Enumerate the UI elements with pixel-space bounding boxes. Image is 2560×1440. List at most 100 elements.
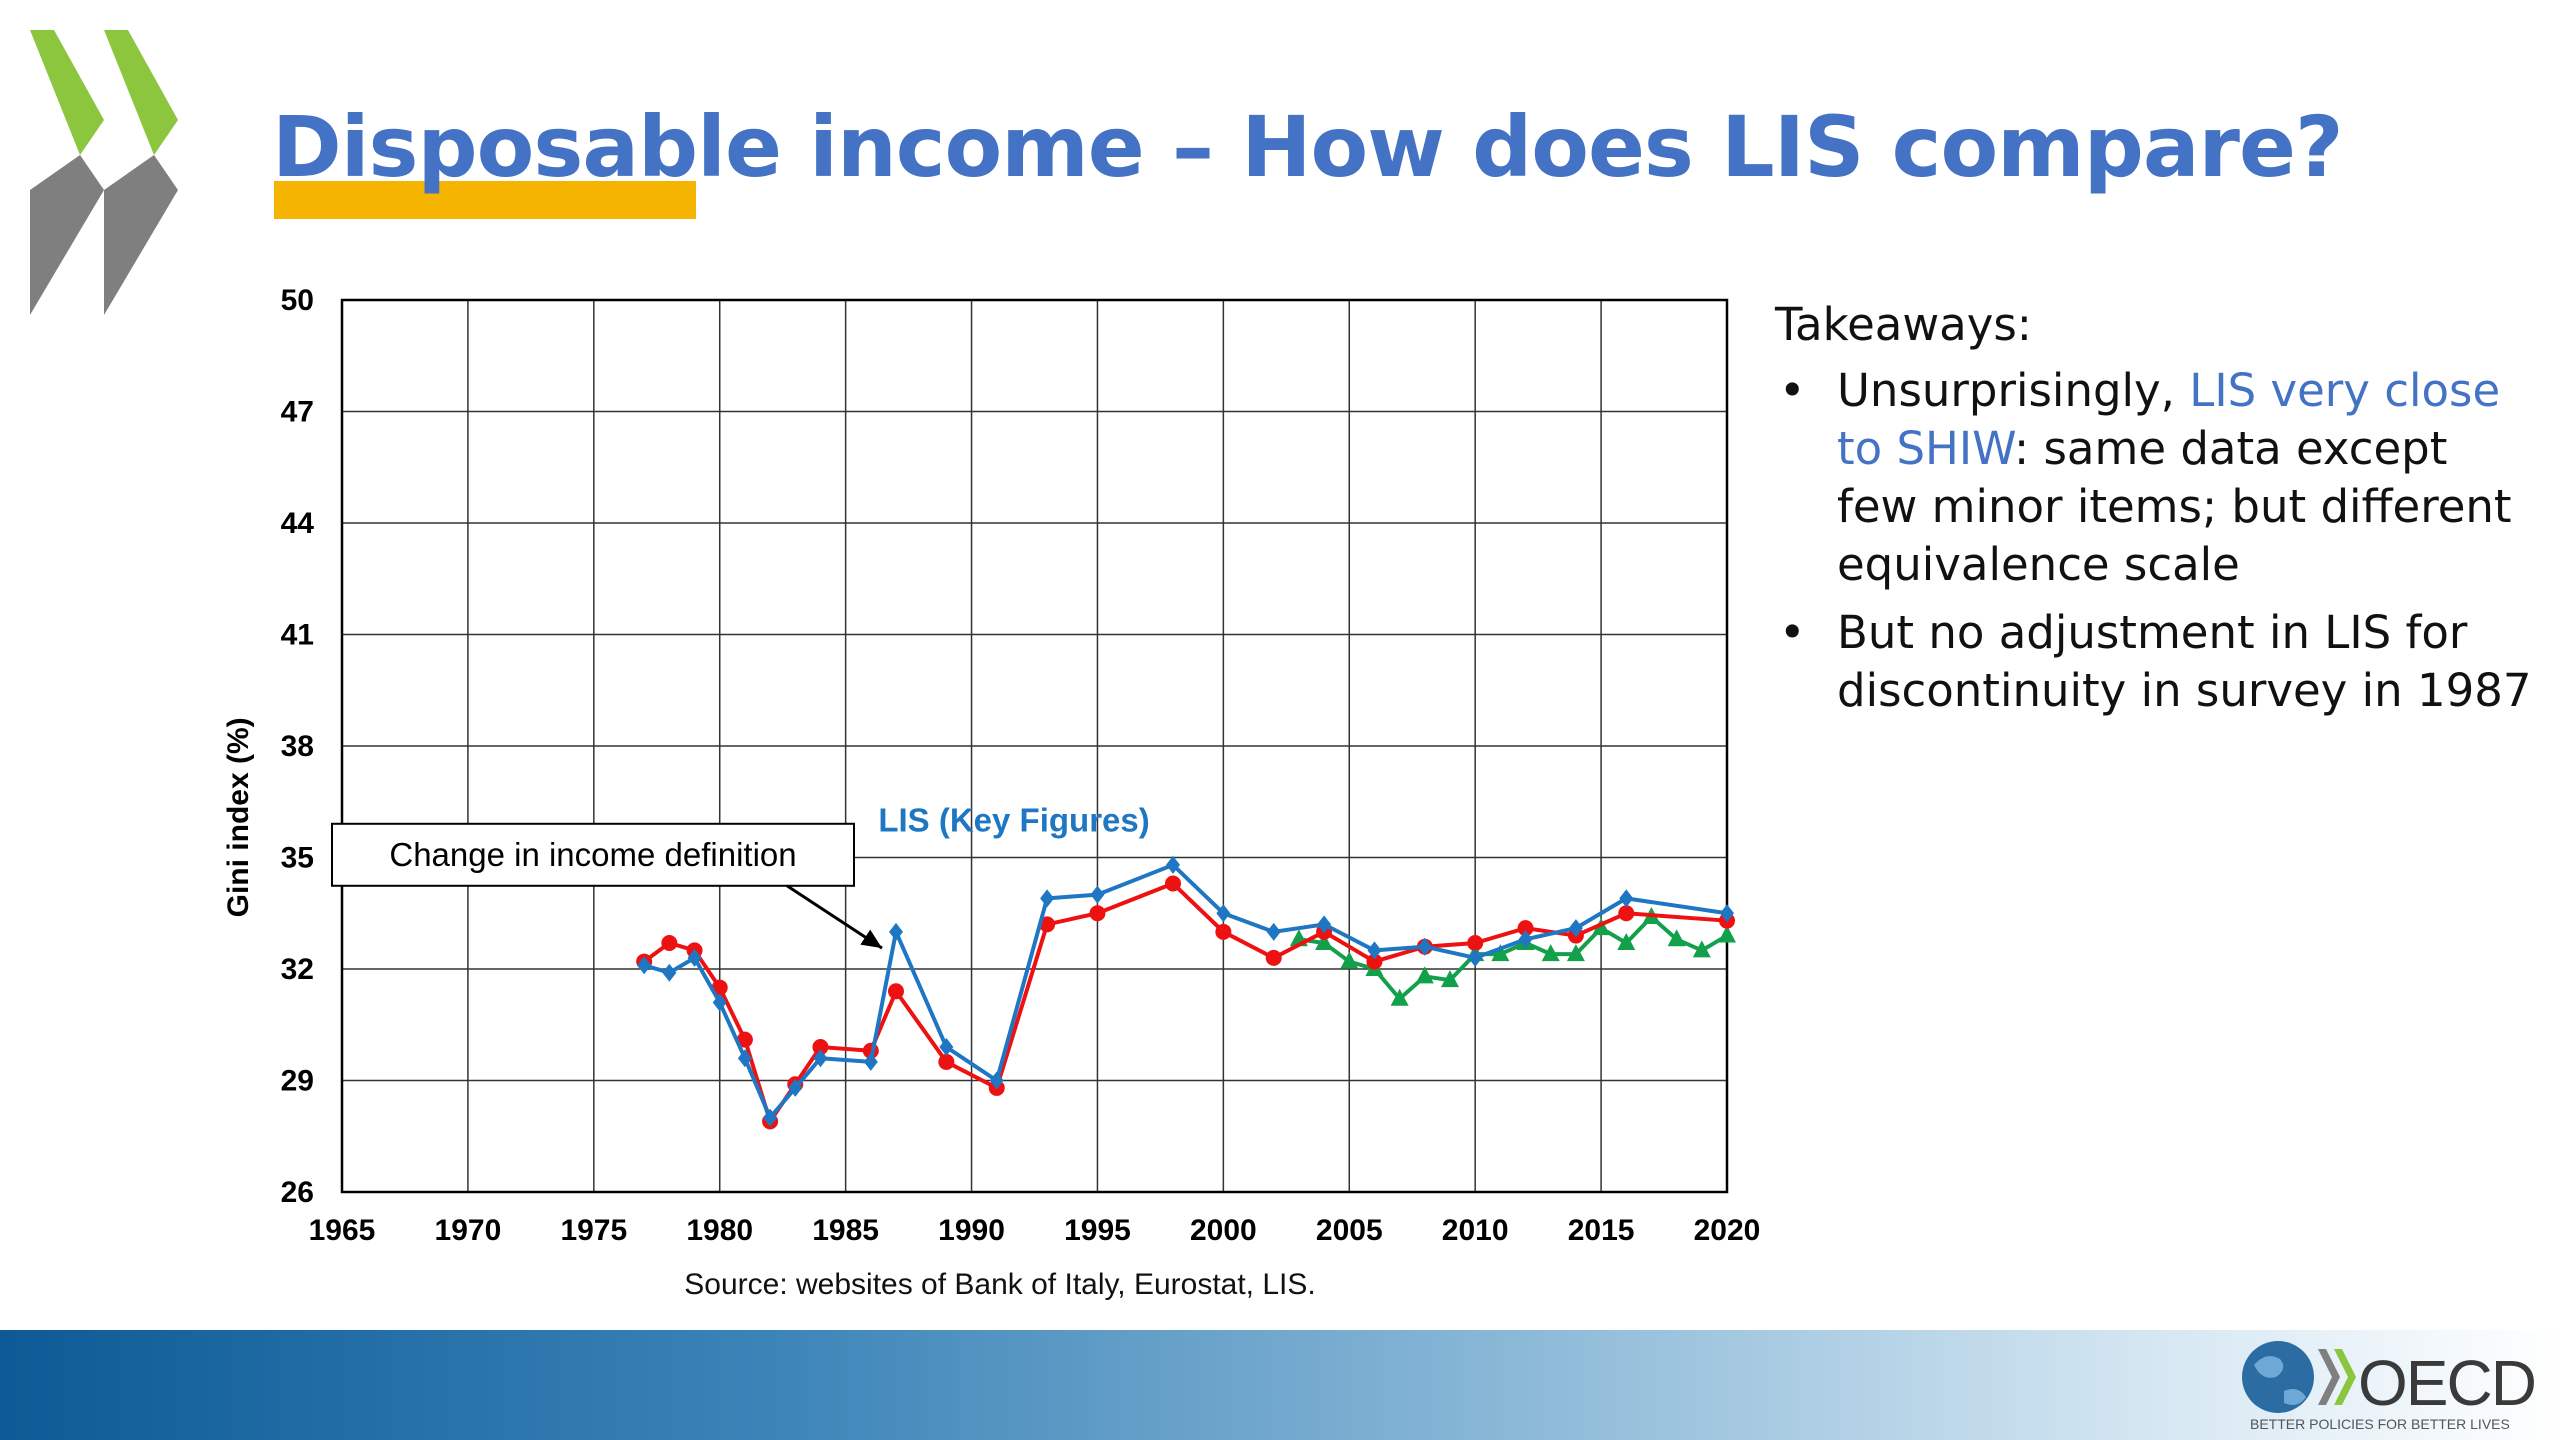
data-point-lis bbox=[1090, 885, 1105, 904]
data-point-red bbox=[1265, 949, 1282, 966]
data-point-lis bbox=[1266, 922, 1281, 941]
annotation-box bbox=[331, 822, 855, 887]
data-point-lis bbox=[687, 948, 702, 967]
x-tick-label: 1965 bbox=[309, 1214, 376, 1247]
data-point-lis bbox=[863, 1052, 878, 1071]
data-point-red bbox=[1618, 905, 1635, 922]
footer-band bbox=[0, 1330, 2560, 1440]
takeaways-heading: Takeaways: bbox=[1775, 298, 2032, 351]
data-point-green bbox=[1441, 970, 1459, 988]
y-tick-label: 29 bbox=[281, 1065, 314, 1098]
x-tick-label: 1970 bbox=[435, 1214, 502, 1247]
data-point-lis bbox=[712, 993, 727, 1012]
data-point-green bbox=[1667, 929, 1686, 947]
data-point-red bbox=[1039, 916, 1056, 933]
data-point-lis bbox=[1720, 904, 1734, 923]
title-wrap: Disposable income – How does LIS compare… bbox=[272, 98, 2344, 235]
oecd-logo: OECD BETTER POLICIES FOR BETTER LIVES bbox=[2242, 1341, 2537, 1432]
chevron-logo-icon bbox=[30, 30, 178, 315]
globe-icon bbox=[2242, 1341, 2314, 1413]
y-tick-label: 44 bbox=[281, 507, 315, 540]
data-point-red bbox=[812, 1039, 829, 1056]
data-point-green bbox=[1592, 918, 1611, 936]
y-tick-label: 26 bbox=[281, 1176, 314, 1209]
source-note: Source: websites of Bank of Italy, Euros… bbox=[684, 1268, 1316, 1301]
y-axis-label: Gini index (%) bbox=[222, 717, 255, 917]
data-point-lis bbox=[813, 1049, 828, 1068]
y-tick-label: 50 bbox=[281, 284, 314, 317]
data-point-red bbox=[1467, 934, 1484, 951]
x-tick-label: 2010 bbox=[1442, 1214, 1509, 1247]
y-tick-label: 41 bbox=[281, 619, 314, 652]
data-point-green bbox=[1390, 988, 1409, 1006]
data-point-red bbox=[736, 1031, 753, 1048]
data-point-lis bbox=[788, 1078, 803, 1097]
data-point-red bbox=[1089, 905, 1106, 922]
data-point-green bbox=[1617, 932, 1636, 950]
data-point-lis bbox=[1216, 904, 1231, 923]
data-point-lis bbox=[1166, 855, 1180, 874]
series-label-lis: LIS (Key Figures) bbox=[878, 801, 1149, 838]
data-point-red bbox=[1165, 875, 1181, 892]
x-tick-label: 1980 bbox=[686, 1214, 753, 1247]
data-point-green bbox=[1566, 944, 1585, 962]
data-point-lis bbox=[939, 1038, 954, 1057]
takeaway-1-text-b: : same data except few minor items; but … bbox=[1837, 422, 2512, 591]
takeaway-1-text-a: Unsurprisingly, bbox=[1837, 364, 2190, 417]
data-point-lis bbox=[1417, 937, 1432, 956]
takeaway-item-2: But no adjustment in LIS for discontinui… bbox=[1775, 604, 2535, 720]
y-tick-label: 32 bbox=[281, 953, 314, 986]
plot-frame bbox=[340, 298, 1729, 1194]
data-point-green bbox=[1340, 951, 1359, 969]
x-tick-label: 2020 bbox=[1694, 1214, 1761, 1247]
x-tick-label: 2015 bbox=[1568, 1214, 1635, 1247]
x-tick-label: 1985 bbox=[812, 1214, 879, 1247]
data-point-lis bbox=[1568, 919, 1583, 938]
y-tick-label: 35 bbox=[281, 842, 314, 875]
title-underline bbox=[274, 181, 696, 219]
data-point-green bbox=[1692, 940, 1711, 958]
data-point-green bbox=[1541, 944, 1560, 962]
data-point-red bbox=[938, 1053, 955, 1070]
data-point-green bbox=[1415, 966, 1434, 984]
data-point-red bbox=[888, 983, 904, 1000]
gini-chart: 1965 1970 1975 1980 1985 1990 1995 2000 2005 2010… bbox=[222, 284, 1761, 1247]
data-point-lis bbox=[1317, 915, 1332, 934]
annotation-arrow-head bbox=[860, 929, 882, 949]
logo-text: OECD bbox=[2358, 1347, 2535, 1419]
data-point-lis bbox=[1619, 889, 1634, 908]
data-point-lis bbox=[889, 922, 903, 941]
y-tick-label: 47 bbox=[281, 396, 314, 429]
takeaways-panel: Takeaways: Unsurprisingly, LIS very clos… bbox=[1775, 296, 2535, 730]
data-point-red bbox=[661, 934, 678, 951]
x-tick-label: 1975 bbox=[560, 1214, 627, 1247]
x-tick-label: 1990 bbox=[938, 1214, 1005, 1247]
x-tick-label: 2000 bbox=[1190, 1214, 1257, 1247]
data-point-green bbox=[1315, 932, 1334, 950]
data-point-lis bbox=[1367, 941, 1382, 960]
data-point-lis bbox=[989, 1071, 1004, 1090]
series-line-circle bbox=[642, 881, 1728, 1126]
x-tick-label: 1995 bbox=[1064, 1214, 1131, 1247]
data-point-lis bbox=[763, 1108, 778, 1127]
data-point-lis bbox=[1040, 889, 1055, 908]
takeaway-item-1: Unsurprisingly, LIS very close to SHIW: … bbox=[1775, 362, 2535, 594]
page-title: Disposable income – How does LIS compare… bbox=[272, 98, 2344, 196]
y-tick-label: 38 bbox=[281, 730, 314, 763]
x-tick-label: 2005 bbox=[1316, 1214, 1383, 1247]
annotation-text: Change in income definition bbox=[389, 836, 796, 873]
logo-tagline: BETTER POLICIES FOR BETTER LIVES bbox=[2250, 1416, 2510, 1432]
data-point-red bbox=[1366, 953, 1383, 970]
data-point-lis bbox=[1468, 948, 1483, 967]
data-point-lis bbox=[662, 963, 677, 982]
takeaway-1-highlight: LIS very close to SHIW bbox=[1837, 364, 2501, 475]
data-point-lis bbox=[637, 956, 652, 975]
takeaways-list: Unsurprisingly, LIS very close to SHIW: … bbox=[1775, 362, 2535, 720]
series-line-triangle bbox=[1298, 914, 1729, 1002]
chevron-icon bbox=[2318, 1349, 2340, 1405]
data-point-green bbox=[1491, 944, 1510, 962]
data-point-red bbox=[1215, 923, 1232, 940]
data-point-green bbox=[1718, 925, 1736, 943]
data-point-lis bbox=[1518, 930, 1533, 949]
